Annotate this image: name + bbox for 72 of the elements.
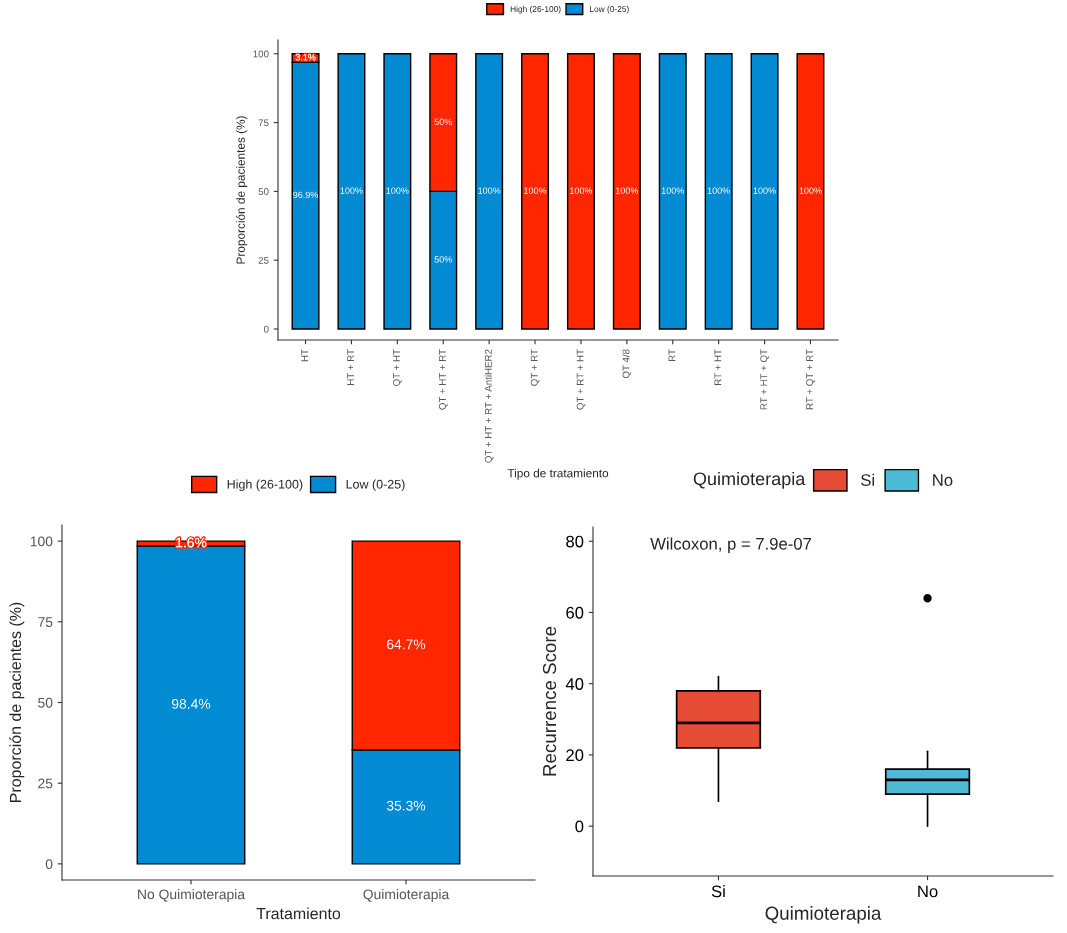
data-label: 100% [386, 187, 409, 194]
y-tick-label: 25 [258, 256, 269, 264]
x-axis-title: Tratamiento [256, 907, 341, 920]
x-tick-label: RT + QT + RT [806, 349, 815, 410]
x-tick-label: RT + HT + QT [760, 349, 769, 410]
data-label: 3.1% [295, 54, 316, 61]
data-label: 100% [707, 187, 730, 194]
x-tick-label: RT [668, 349, 676, 362]
y-tick-label: 100 [30, 536, 53, 547]
y-tick-label: 100 [253, 50, 269, 58]
data-label: 50% [434, 118, 452, 125]
legend-label: No [933, 474, 953, 486]
y-tick-label: 75 [38, 617, 53, 627]
y-tick-label: 20 [566, 749, 584, 762]
y-tick-label: 0 [45, 859, 53, 870]
x-tick-label: HT + RT [347, 349, 354, 385]
x-tick-label: QT + HT + RT + AntiHER2 [484, 349, 494, 463]
bar [566, 53, 595, 330]
y-tick-label: 60 [566, 606, 584, 619]
y-tick-label: 0 [575, 820, 584, 833]
legend-label: High (26-100) [510, 5, 561, 14]
x-tick-label: QT + HT [393, 349, 402, 386]
data-label: 100% [478, 187, 501, 194]
x-tick-label: No Quimioterapia [138, 889, 246, 902]
y-tick-label: 80 [566, 535, 584, 548]
data-label: 100% [616, 187, 639, 194]
bar [658, 53, 687, 330]
bar [750, 53, 779, 330]
bar [337, 53, 366, 330]
data-label: 100% [340, 187, 363, 194]
data-label: 100% [753, 187, 776, 194]
data-label: 35.3% [386, 800, 426, 811]
data-label: 98.4% [171, 698, 211, 709]
x-tick-label: Quimioterapia [363, 889, 450, 902]
y-tick-label: 75 [258, 119, 269, 127]
y-tick-label: 50 [38, 697, 53, 708]
x-tick-label: Si [711, 885, 725, 898]
legend-label: Si [861, 473, 874, 486]
data-label: 64.7% [387, 639, 426, 650]
bar [612, 53, 641, 330]
x-tick-label: HT [301, 349, 309, 362]
data-label: 100% [799, 187, 822, 194]
y-tick-label: 0 [263, 325, 269, 333]
bar [475, 53, 504, 330]
y-tick-label: 40 [565, 678, 584, 690]
y-axis-title: Proporción de pacientes (%) [236, 116, 248, 264]
legend-label: Low (0-25) [346, 479, 405, 492]
bar [704, 53, 733, 330]
x-tick-label: QT + RT [530, 349, 540, 386]
y-tick-label: 25 [38, 778, 53, 789]
bar [796, 53, 825, 330]
x-tick-label: QT + RT + HT [576, 349, 586, 410]
x-tick-label: RT + HT [714, 349, 722, 385]
bar [383, 53, 412, 330]
bar [521, 53, 550, 330]
data-label: 100% [661, 187, 684, 194]
x-axis-title: Quimioterapia [765, 906, 882, 924]
legend-label: High (26-100) [227, 479, 303, 492]
x-tick-label: No [918, 885, 938, 898]
y-tick-label: 50 [258, 188, 269, 195]
x-tick-label: QT 4/8 [622, 349, 632, 379]
data-label: 50% [434, 256, 452, 263]
y-axis-title: Recurrence Score [542, 626, 557, 776]
legend-title: Quimioterapia [693, 471, 806, 489]
data-label: 100% [570, 187, 593, 194]
x-tick-label: QT + HT + RT [438, 349, 448, 410]
legend-label: Low (0-25) [590, 5, 629, 14]
data-label: 96.9% [293, 191, 319, 199]
y-axis-title: Proporción de pacientes (%) [9, 602, 25, 802]
x-axis-title: Tipo de tratamiento [507, 468, 609, 480]
annotation: Wilcoxon, p = 7.9e-07 [650, 537, 811, 554]
data-label: 100% [524, 187, 547, 194]
